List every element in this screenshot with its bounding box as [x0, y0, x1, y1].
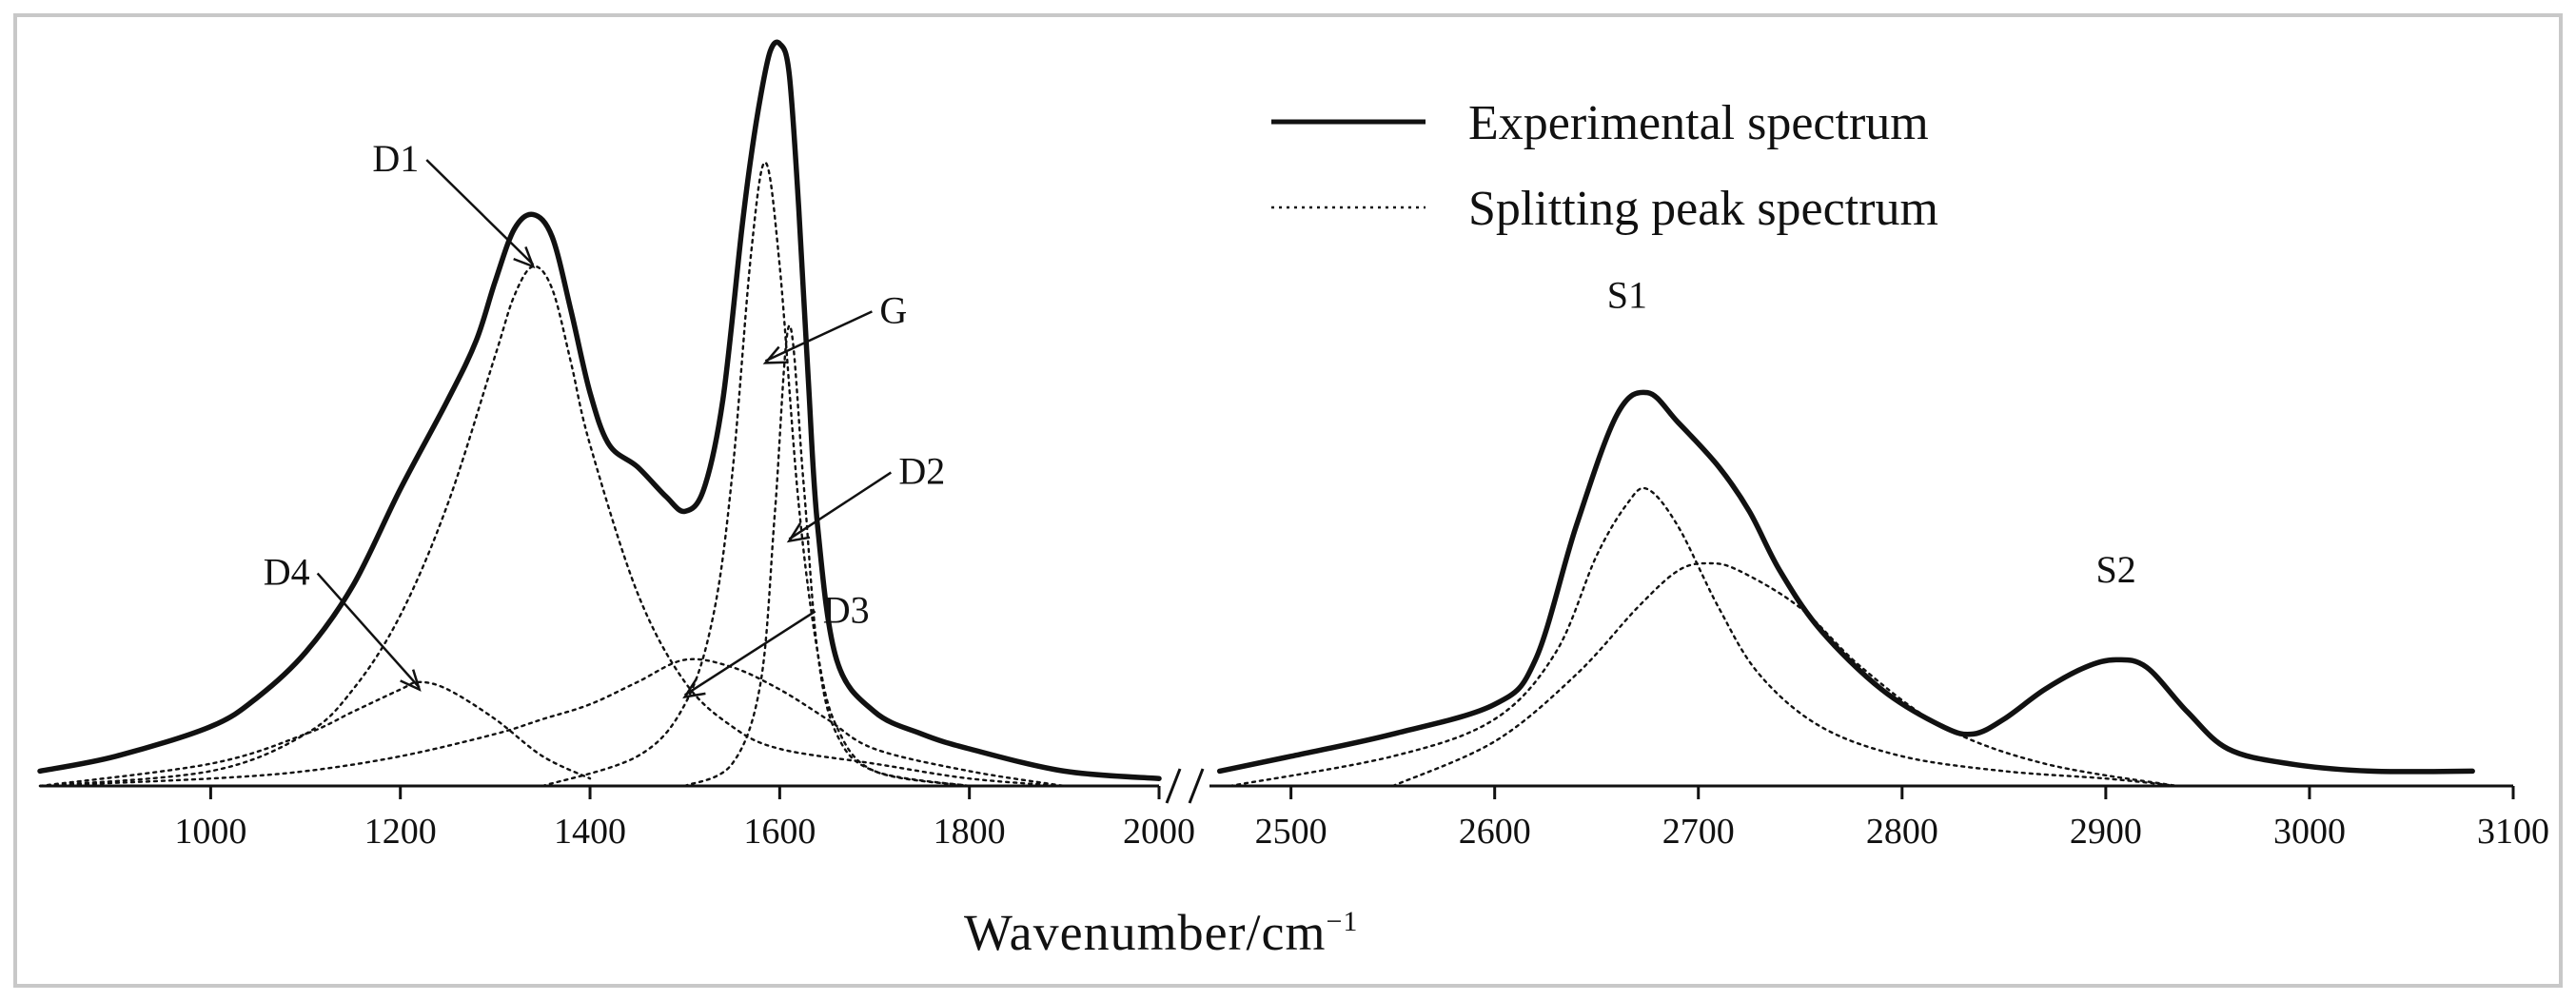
x-axis-label-text: Wavenumber/cm [964, 904, 1327, 961]
legend-label-splitting: Splitting peak spectrum [1468, 182, 1938, 236]
peak-arrowhead-d2 [786, 522, 811, 543]
series-d3-first-order [38, 658, 1066, 788]
peak-label-g: G [879, 288, 907, 331]
peak-label-d2: D2 [898, 450, 945, 493]
x-tick-label-2800: 2800 [1866, 812, 1938, 852]
series-s2-component-second-order [1391, 561, 2178, 788]
series-d2-first-order [683, 324, 971, 788]
peak-label-d3: D3 [823, 588, 870, 631]
x-tick-label-2000: 2000 [1123, 812, 1195, 852]
x-tick-label-1800: 1800 [934, 812, 1006, 852]
x-tick-label-2500: 2500 [1255, 812, 1327, 852]
peak-arrow-d4 [316, 572, 421, 689]
peak-arrow-g [764, 310, 873, 363]
x-tick-label-3000: 3000 [2273, 812, 2346, 852]
peak-arrow-d2 [788, 471, 893, 540]
series-experimental-spectrum-second-order [1216, 389, 2475, 775]
series-g-first-order [541, 161, 971, 788]
peak-arrow-d3 [684, 610, 816, 697]
peak-arrow-d1 [425, 159, 535, 265]
x-tick-label-1200: 1200 [364, 812, 437, 852]
x-tick-label-3100: 3100 [2477, 812, 2549, 852]
x-axis-label-superscript: −1 [1327, 906, 1359, 937]
peak-label-d4: D4 [264, 551, 310, 594]
series-experimental-spectrum-first-order [37, 39, 1162, 781]
peak-arrowhead-d4 [400, 669, 422, 692]
x-tick-label-2900: 2900 [2070, 812, 2142, 852]
axis-break-mark-2 [1188, 768, 1205, 804]
series-s1-second-order [1229, 486, 2178, 788]
peak-arrowhead-g [762, 345, 787, 364]
x-tick-label-1000: 1000 [174, 812, 246, 852]
axis-break-mark-1 [1165, 768, 1182, 804]
x-tick-label-2600: 2600 [1459, 812, 1531, 852]
peak-arrowhead-d1 [513, 246, 536, 269]
raman-spectrum-chart: 1000 1200 1400 1600 1800 2000 2500 2600 2700 2800… [37, 39, 2549, 961]
peak-label-s2: S2 [2095, 548, 2135, 591]
peak-labels: D1 G D2 D3 D4 S1 S2 [264, 137, 2136, 699]
peak-label-s1: S1 [1607, 274, 1647, 317]
x-tick-label-1600: 1600 [743, 812, 816, 852]
peak-arrowhead-d3 [682, 678, 706, 699]
legend: Experimental spectrum Splitting peak spe… [1271, 96, 1938, 236]
x-tick-label-2700: 2700 [1662, 812, 1735, 852]
peak-label-d1: D1 [372, 137, 419, 180]
series-d1-first-order [38, 265, 1066, 788]
x-tick-label-1400: 1400 [554, 812, 626, 852]
figure-frame: 1000 1200 1400 1600 1800 2000 2500 2600 2700 2800… [13, 13, 2563, 988]
plot-area: 1000 1200 1400 1600 1800 2000 2500 2600 2700 2800… [37, 39, 2549, 852]
legend-label-experimental: Experimental spectrum [1468, 96, 1929, 150]
x-axis-label: Wavenumber/cm−1 [964, 904, 1358, 961]
